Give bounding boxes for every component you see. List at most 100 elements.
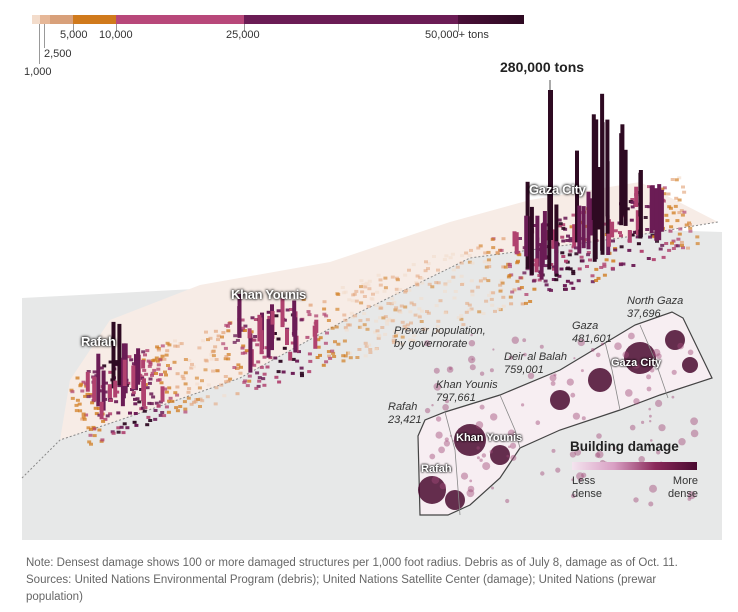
debris-spike — [539, 243, 544, 280]
density-cell — [613, 229, 618, 233]
density-cell — [198, 405, 202, 408]
density-cell — [419, 297, 424, 300]
density-cell — [627, 248, 632, 252]
density-cell — [363, 354, 368, 358]
density-cell — [261, 377, 266, 381]
density-cell — [602, 264, 607, 268]
debris-spike — [589, 198, 594, 236]
density-cell — [156, 367, 161, 371]
density-cell — [99, 366, 104, 370]
density-cell — [134, 423, 139, 427]
density-cell — [378, 316, 383, 320]
density-cell — [408, 338, 413, 342]
density-cell — [568, 249, 573, 253]
density-cell — [574, 252, 579, 256]
density-cell — [92, 434, 97, 438]
density-cell — [160, 354, 165, 358]
inset-damage-speck — [590, 348, 595, 352]
debris-spike — [554, 241, 559, 274]
density-cell — [145, 386, 150, 390]
density-cell — [78, 409, 83, 413]
inset-damage-speck — [625, 389, 633, 397]
debris-spike — [107, 384, 112, 399]
density-cell — [489, 297, 494, 301]
density-cell — [368, 348, 373, 351]
density-cell — [125, 426, 130, 430]
density-cell — [178, 405, 183, 408]
inset-damage-speck — [471, 358, 474, 361]
density-cell — [561, 239, 566, 243]
density-cell — [469, 279, 474, 283]
density-cell — [524, 301, 528, 305]
density-cell — [385, 322, 390, 326]
density-cell — [89, 394, 94, 398]
density-cell — [383, 286, 388, 290]
density-cell — [501, 304, 506, 308]
density-cell — [143, 353, 147, 357]
density-cell — [102, 364, 107, 368]
density-cell — [191, 365, 196, 369]
density-cell — [389, 302, 394, 306]
density-cell — [688, 223, 692, 226]
inset-damage-speck — [540, 471, 545, 476]
inset-damage-speck — [508, 355, 513, 360]
density-cell — [142, 368, 147, 372]
density-cell — [330, 349, 335, 353]
density-cell — [365, 318, 370, 322]
density-cell — [152, 368, 157, 372]
density-cell — [668, 229, 673, 233]
density-cell — [453, 290, 458, 293]
density-cell — [144, 372, 149, 376]
density-cell — [558, 224, 562, 228]
inset-damage-speck — [633, 497, 639, 503]
density-cell — [426, 311, 431, 315]
density-cell — [675, 244, 680, 248]
legend-swatch-25000 — [116, 15, 244, 24]
damage-less-line1: Less — [572, 475, 596, 487]
density-cell — [74, 409, 79, 413]
density-cell — [200, 399, 205, 403]
density-cell — [172, 360, 177, 364]
density-cell — [276, 337, 281, 341]
inset-damage-speck — [646, 386, 652, 392]
density-cell — [301, 297, 306, 301]
inset-damage-speck — [687, 497, 692, 501]
density-cell — [438, 299, 443, 303]
density-cell — [203, 358, 208, 362]
density-cell — [86, 370, 91, 373]
density-cell — [265, 365, 270, 369]
density-cell — [324, 314, 329, 318]
density-cell — [331, 351, 336, 355]
density-cell — [501, 237, 506, 241]
gov-rafah-pop: 23,421 — [388, 414, 422, 426]
debris-spike — [293, 317, 298, 353]
legend-label-25000: 25,000 — [226, 29, 260, 41]
density-cell — [164, 390, 169, 394]
density-cell — [147, 381, 152, 385]
legend-tick-10000 — [116, 24, 117, 32]
density-cell — [560, 251, 565, 255]
debris-spike — [586, 191, 591, 250]
density-cell — [341, 354, 346, 358]
density-cell — [206, 338, 210, 342]
inset-damage-speck — [506, 454, 510, 458]
density-cell — [149, 392, 154, 396]
inset-damage-speck — [481, 453, 487, 458]
density-cell — [243, 351, 248, 355]
density-cell — [551, 265, 556, 269]
inset-damage-speck — [677, 342, 684, 350]
density-cell — [380, 326, 385, 329]
density-cell — [383, 276, 388, 280]
density-cell — [256, 360, 261, 364]
density-cell — [142, 409, 147, 413]
debris-spike — [270, 311, 275, 325]
inset-damage-speck — [479, 458, 483, 462]
density-cell — [116, 426, 121, 430]
density-cell — [404, 289, 408, 293]
density-cell — [619, 234, 623, 238]
density-cell — [145, 423, 150, 427]
density-cell — [160, 411, 165, 414]
density-cell — [460, 283, 464, 286]
label-rafah: Rafah — [81, 334, 116, 349]
density-cell — [434, 281, 439, 285]
